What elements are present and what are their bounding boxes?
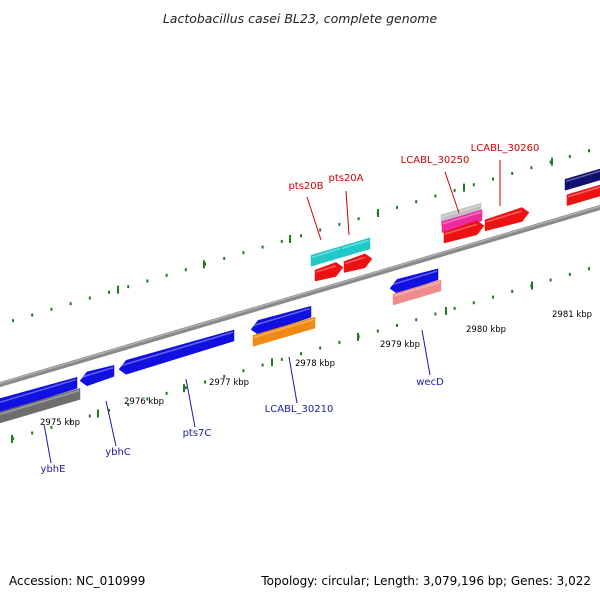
backbone-band — [0, 204, 600, 388]
gene-edge-navy — [564, 168, 600, 191]
gene-lcabl-30250-red-highlight — [444, 223, 478, 235]
gene-lcabl-30250-red — [443, 220, 485, 244]
leader-pts7c — [185, 378, 196, 428]
gene-ybhc — [79, 365, 115, 387]
gene-lcabl-30210 — [250, 305, 312, 335]
gene-pts20a-red — [343, 253, 373, 273]
gene-lcabl-30210-highlight — [251, 307, 311, 327]
gene-pts20a — [340, 237, 371, 258]
gene-lcabl-30210-rna-highlight — [253, 318, 315, 339]
tick-label-2980-kbp: 2980 kbp — [466, 325, 506, 335]
gene-pts20b-red — [314, 262, 344, 282]
leader-lcabl-30210 — [288, 356, 298, 404]
label-leader-lines — [43, 160, 501, 464]
leader-lcabl-30250 — [444, 171, 460, 214]
gene-label-lcabl-30260: LCABL_30260 — [471, 143, 540, 154]
gene-wecd-pink — [392, 279, 442, 306]
gene-wecd — [389, 268, 439, 294]
genome-backbone — [0, 204, 600, 388]
gene-label-wecd: wecD — [416, 377, 444, 388]
tick-label-2979-kbp: 2979 kbp — [380, 340, 420, 350]
gene-ybhe — [0, 376, 78, 413]
gene-label-pts20b: pts20B — [288, 181, 323, 192]
gene-ybhc-highlight — [80, 366, 114, 379]
gene-lcabl-30260 — [484, 207, 530, 232]
gene-label-lcabl-30250: LCABL_30250 — [401, 155, 470, 166]
map-title: Lactobacillus casei BL23, complete genom… — [163, 11, 438, 26]
gene-wecd-pink-highlight — [393, 281, 441, 297]
gene-wecd-highlight — [390, 270, 438, 286]
genome-summary-text: Topology: circular; Length: 3,079,196 bp… — [261, 574, 591, 588]
leader-ybhe — [43, 423, 52, 464]
gene-ybhe-shadow — [0, 388, 81, 424]
tick-label-2976-kbp: 2976 kbp — [124, 397, 164, 407]
gene-lcabl-30250-magenta — [441, 209, 483, 233]
gene-lcabl-30260-highlight — [485, 210, 523, 223]
gene-ybhe-highlight — [0, 378, 77, 404]
leader-pts20b — [306, 196, 322, 241]
leader-ybhc — [105, 400, 117, 447]
gene-pts20a-highlight — [341, 239, 370, 250]
leader-wecd — [421, 329, 431, 376]
gene-lcabl-30250-highlight — [441, 204, 481, 218]
gene-pts20b-highlight — [311, 247, 341, 258]
gene-label-pts20a: pts20A — [328, 173, 363, 184]
tick-label-2981-kbp: 2981 kbp — [552, 310, 592, 320]
accession-text: Accession: NC_010999 — [9, 574, 146, 588]
gene-lcabl-30210-rna — [252, 316, 316, 347]
gene-label-pts7c: pts7C — [183, 428, 212, 439]
gene-edge-red-highlight — [567, 186, 600, 198]
kbp-tick-labels: 2975 kbp 2976 kbp 2977 kbp 2978 kbp 2979 kbp… — [40, 310, 592, 428]
gene-pts20a-red-highlight — [344, 256, 366, 265]
gene-features — [0, 168, 600, 424]
gene-lcabl-30250-magenta-highlight — [442, 211, 482, 225]
bottom-tick-track — [11, 267, 590, 443]
gene-pts7c — [118, 329, 235, 375]
backbone-highlight — [0, 205, 600, 384]
top-tick-track — [12, 149, 590, 323]
gene-pts7c-highlight — [119, 331, 234, 367]
tick-label-2978-kbp: 2978 kbp — [295, 359, 335, 369]
gene-label-ybhe: ybhE — [41, 464, 66, 475]
leader-pts20a — [345, 190, 350, 236]
gene-label-ybhc: ybhC — [105, 447, 131, 458]
gene-edge-navy-highlight — [565, 170, 600, 183]
gene-pts20b-red-highlight — [315, 265, 337, 273]
tick-label-2977-kbp: 2977 kbp — [209, 378, 249, 388]
gene-label-lcabl-30210: LCABL_30210 — [265, 404, 334, 415]
gene-ybhe-shadow-highlight — [0, 389, 80, 416]
gene-edge-red — [566, 184, 600, 207]
tick-label-2975-kbp: 2975 kbp — [40, 418, 80, 428]
